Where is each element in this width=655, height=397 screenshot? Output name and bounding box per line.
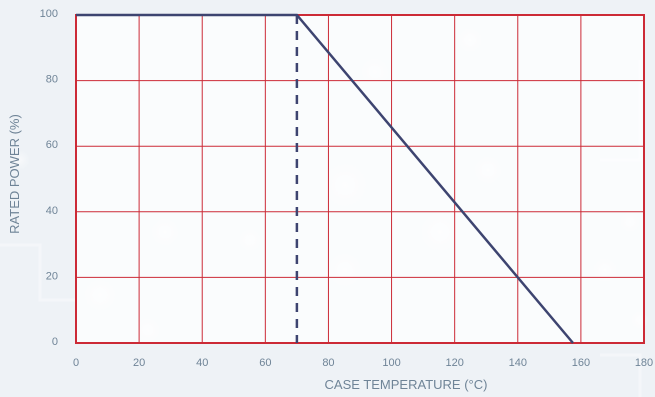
- plot-frame: [75, 14, 645, 344]
- x-axis-label: CASE TEMPERATURE (°C): [325, 377, 488, 392]
- y-axis-ticks: 0 20 40 60 80 100: [40, 8, 58, 348]
- x-tick-label-3: 60: [259, 357, 271, 369]
- x-tick-label-7: 140: [509, 357, 527, 369]
- series-line-0: [76, 13, 574, 344]
- x-tick-label-0: 0: [73, 357, 79, 369]
- y-tick-label-2: 40: [46, 205, 58, 217]
- plot-area: [76, 15, 644, 343]
- y-tick-label-5: 100: [40, 8, 58, 20]
- x-tick-label-1: 20: [133, 357, 145, 369]
- x-tick-label-4: 80: [322, 357, 334, 369]
- x-tick-label-6: 120: [445, 357, 463, 369]
- series: [76, 13, 574, 344]
- x-tick-label-2: 40: [196, 357, 208, 369]
- y-tick-label-3: 60: [46, 139, 58, 151]
- y-tick-label-1: 20: [46, 270, 58, 282]
- y-tick-label-4: 80: [46, 74, 58, 86]
- x-axis-ticks: 0 20 40 60 80 100 120 140 160 180: [73, 357, 653, 369]
- y-axis-label: RATED POWER (%): [7, 114, 22, 234]
- x-tick-label-8: 160: [572, 357, 590, 369]
- x-tick-label-9: 180: [635, 357, 653, 369]
- x-tick-label-5: 100: [382, 357, 400, 369]
- y-tick-label-0: 0: [52, 336, 58, 348]
